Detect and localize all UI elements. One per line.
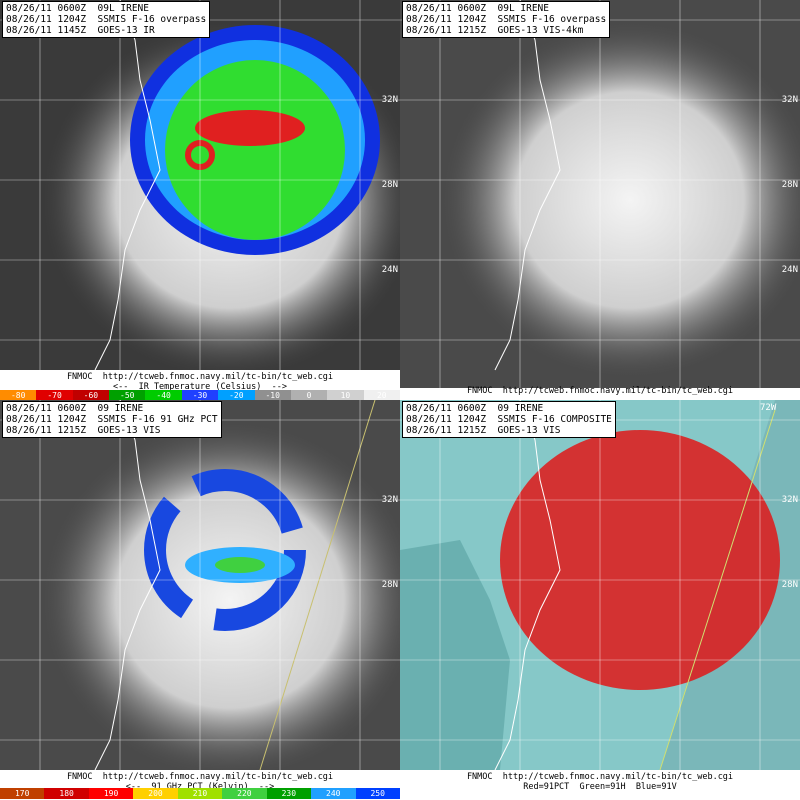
lat-label: 24N — [381, 265, 398, 275]
lat-label: 32N — [781, 495, 798, 505]
header-box: 08/26/11 0600Z 09L IRENE 08/26/11 1204Z S… — [402, 1, 611, 38]
satellite-panel: 08/26/11 0600Z 09 IRENE 08/26/11 1204Z SS… — [0, 400, 400, 800]
header-line: 08/26/11 1215Z GOES-13 VIS — [6, 425, 161, 436]
credit: FNMOC http://tcweb.fnmoc.navy.mil/tc-bin… — [466, 772, 734, 782]
satellite-image — [400, 400, 800, 770]
header-box: 08/26/11 0600Z 09L IRENE 08/26/11 1204Z S… — [2, 1, 211, 38]
colorbar-label: 190 — [88, 788, 134, 799]
lat-label: 24N — [781, 265, 798, 275]
colorbar-label: 230 — [266, 788, 312, 799]
lat-label: 28N — [781, 180, 798, 190]
lat-label: 28N — [381, 180, 398, 190]
satellite-panel: 08/26/11 0600Z 09 IRENE 08/26/11 1204Z SS… — [400, 400, 800, 800]
colorbar-label: 10 — [327, 390, 364, 400]
colorbar-label: 240 — [311, 788, 356, 799]
header-box: 08/26/11 0600Z 09 IRENE 08/26/11 1204Z SS… — [2, 401, 222, 438]
header-line: 08/26/11 1204Z SSMIS F-16 overpass — [406, 14, 607, 25]
header-line: 08/26/11 0600Z 09 IRENE — [406, 403, 544, 414]
header-line: 08/26/11 0600Z 09L IRENE — [406, 3, 549, 14]
lat-label: 32N — [381, 495, 398, 505]
header-line: 08/26/11 0600Z 09 IRENE — [6, 403, 144, 414]
caption: <-- 91 GHz PCT (Kelvin) --> — [125, 782, 275, 792]
ir-green — [165, 60, 345, 240]
colorbar-label: 200 — [133, 788, 178, 799]
coastline — [94, 0, 161, 370]
satellite-panel: 08/26/11 0600Z 09L IRENE 08/26/11 1204Z S… — [400, 0, 800, 400]
colorbar-label: -40 — [145, 390, 182, 400]
satellite-image — [0, 0, 400, 370]
colorbar-label: 170 — [0, 788, 45, 799]
colorbar-label: 220 — [222, 788, 267, 799]
pct-green — [215, 557, 265, 573]
satellite-image — [400, 0, 800, 388]
lat-label: 28N — [781, 580, 798, 590]
colorbar: -80 -70 -60 -50 -40 -30 -20 -10 0 10 20 — [0, 390, 400, 400]
lon-label: 72W — [760, 403, 777, 413]
coastline — [494, 400, 561, 770]
colorbar-label: 250 — [355, 788, 400, 799]
header-box: 08/26/11 0600Z 09 IRENE 08/26/11 1204Z SS… — [402, 401, 616, 438]
header-line: 08/26/11 1215Z GOES-13 VIS — [406, 425, 561, 436]
colorbar-label: 180 — [44, 788, 89, 799]
credit: FNMOC http://tcweb.fnmoc.navy.mil/tc-bin… — [66, 772, 334, 782]
land — [400, 540, 510, 770]
colorbar-label: 0 — [290, 390, 328, 400]
satellite-image — [0, 400, 400, 770]
cloud — [40, 420, 400, 770]
coastline — [94, 400, 161, 770]
colorbar-label: -80 — [0, 390, 37, 400]
lat-label: 32N — [381, 95, 398, 105]
lat-label: 32N — [781, 95, 798, 105]
header-line: 08/26/11 1204Z SSMIS F-16 overpass — [6, 14, 207, 25]
credit: FNMOC http://tcweb.fnmoc.navy.mil/tc-bin… — [66, 372, 334, 382]
colorbar-label: -10 — [254, 390, 291, 400]
colorbar-label: 20 — [363, 390, 400, 400]
header-line: 08/26/11 1145Z GOES-13 IR — [6, 25, 155, 36]
storm — [500, 430, 780, 690]
ir-red — [195, 110, 305, 146]
header-line: 08/26/11 1215Z GOES-13 VIS-4km — [406, 25, 584, 36]
coastline — [494, 0, 561, 371]
satellite-panel: 08/26/11 0600Z 09L IRENE 08/26/11 1204Z S… — [0, 0, 400, 400]
colorbar: 170 180 190 200 210 220 230 240 250 — [0, 788, 400, 799]
colorbar-label: -60 — [72, 390, 110, 400]
colorbar-label: 210 — [177, 788, 223, 799]
colorbar-label: -70 — [36, 390, 73, 400]
header-line: 08/26/11 1204Z SSMIS F-16 91 GHz PCT — [6, 414, 218, 425]
colorbar-label: -30 — [181, 390, 219, 400]
lat-label: 28N — [381, 580, 398, 590]
header-line: 08/26/11 1204Z SSMIS F-16 COMPOSITE — [406, 414, 612, 425]
cloud — [440, 20, 800, 380]
caption: Red=91PCT Green=91H Blue=91V — [523, 782, 677, 792]
swath-edge — [659, 409, 776, 770]
pct-ring — [144, 469, 306, 631]
header-line: 08/26/11 0600Z 09L IRENE — [6, 3, 149, 14]
colorbar-label: -20 — [218, 390, 255, 400]
credit: FNMOC http://tcweb.fnmoc.navy.mil/tc-bin… — [466, 386, 734, 396]
swath-edge — [259, 400, 376, 770]
colorbar-label: -50 — [109, 390, 146, 400]
caption: <-- IR Temperature (Celsius) --> — [113, 382, 287, 392]
